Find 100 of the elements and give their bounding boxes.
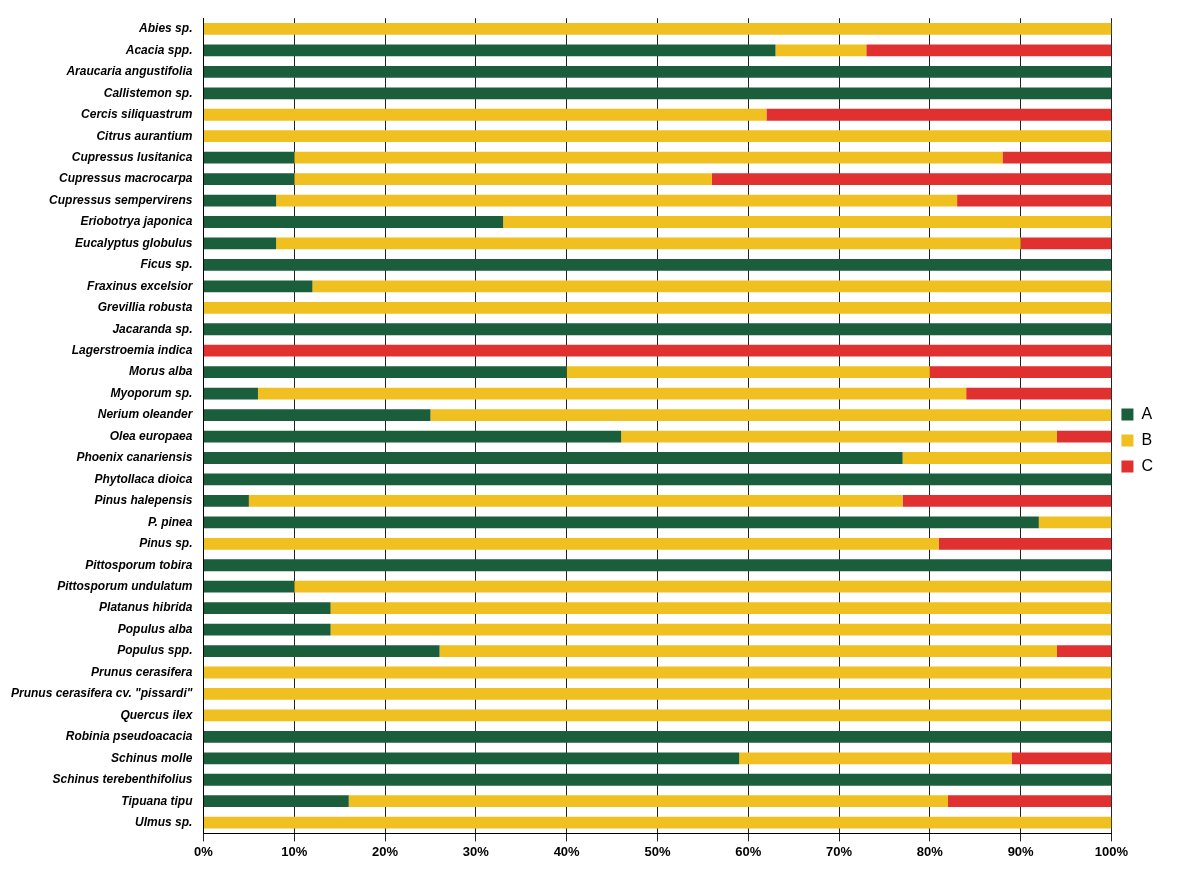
bar	[503, 216, 1112, 228]
bar	[203, 709, 1112, 722]
bar	[203, 623, 331, 636]
bar	[203, 516, 1039, 529]
bar	[203, 773, 1112, 786]
bar	[203, 216, 504, 228]
bar	[203, 44, 776, 57]
bar	[430, 409, 1112, 421]
bar	[902, 494, 1112, 507]
y-tick-label: Pittosporum undulatum	[57, 579, 193, 594]
y-tick-label: Pinus sp.	[139, 536, 193, 551]
x-tick-label: 60%	[735, 843, 762, 859]
y-tick-label: Quercus ilex	[120, 707, 194, 722]
bar	[248, 494, 903, 507]
x-tick-label: 20%	[372, 843, 399, 859]
bar	[203, 301, 1112, 314]
y-tick-label: Cupressus sempervirens	[49, 192, 193, 207]
y-tick-label: Phoenix canariensis	[76, 450, 193, 465]
bar	[203, 409, 431, 421]
bar	[294, 151, 1003, 164]
y-tick-label: P. pinea	[148, 514, 193, 529]
y-tick-label: Citrus aurantium	[96, 128, 193, 143]
bar	[203, 237, 277, 250]
y-tick-label: Platanus hibrida	[99, 600, 193, 615]
bar	[966, 387, 1112, 400]
y-tick-label: Jacaranda sp.	[112, 321, 193, 336]
y-tick-label: Tipuana tipu	[121, 793, 194, 808]
bar	[203, 537, 939, 550]
bar	[957, 194, 1112, 207]
bar	[203, 344, 1112, 357]
bar	[929, 366, 1112, 379]
bar	[203, 387, 258, 400]
y-tick-label: Robinia pseudoacacia	[65, 729, 193, 744]
y-tick-label: Ulmus sp.	[135, 814, 193, 829]
y-tick-label: Ficus sp.	[140, 257, 193, 272]
bar	[203, 65, 1112, 78]
y-tick-label: Morus alba	[129, 364, 193, 379]
y-tick-label: Schinus terebenthifolius	[52, 772, 193, 787]
bar	[1056, 645, 1112, 657]
bar	[312, 280, 1112, 293]
y-tick-label: Lagerstroemia indica	[71, 343, 193, 358]
y-tick-label: Abies sp.	[138, 21, 193, 36]
bar	[203, 473, 1112, 486]
y-tick-label: Fraxinus excelsior	[87, 278, 194, 293]
bar	[621, 430, 1057, 443]
y-tick-label: Cupressus macrocarpa	[59, 171, 193, 186]
legend-label: C	[1141, 456, 1154, 474]
bar	[203, 688, 1112, 700]
y-tick-label: Prunus cerasifera	[91, 664, 193, 679]
x-tick-label: 80%	[916, 843, 944, 859]
x-tick-label: 70%	[826, 843, 853, 859]
x-tick-label: 30%	[462, 843, 490, 859]
y-tick-label: Olea europaea	[109, 428, 193, 443]
bar	[294, 580, 1112, 593]
bar	[203, 259, 1112, 271]
y-tick-label: Cupressus lusitanica	[71, 149, 193, 164]
y-tick-label: Callistemon sp.	[103, 85, 193, 100]
bar	[203, 795, 349, 808]
y-tick-label: Populus alba	[117, 621, 193, 636]
bar	[203, 87, 1112, 100]
bar	[203, 323, 1112, 336]
bar	[203, 752, 740, 765]
bar	[1011, 752, 1112, 765]
bar	[711, 173, 1112, 185]
legend-label: B	[1141, 430, 1153, 448]
bar	[276, 237, 1021, 250]
y-tick-label: Nerium oleander	[97, 407, 194, 422]
bar	[1038, 516, 1112, 529]
y-tick-label: Schinus molle	[111, 750, 193, 765]
bar	[203, 645, 440, 657]
x-tick-label: 50%	[644, 843, 671, 859]
bar	[203, 730, 1112, 743]
x-tick-label: 40%	[553, 843, 581, 859]
bar	[1020, 237, 1112, 250]
bar	[203, 494, 249, 507]
bar	[294, 173, 712, 185]
x-tick-label: 0%	[194, 843, 214, 859]
bar	[203, 559, 1112, 572]
bar	[203, 280, 313, 293]
bar	[566, 366, 930, 379]
bar	[775, 44, 867, 57]
bar	[330, 623, 1112, 636]
y-tick-label: Acacia spp.	[124, 42, 193, 57]
bar	[866, 44, 1112, 57]
bar	[276, 194, 958, 207]
bar	[203, 430, 622, 443]
bar	[902, 452, 1112, 464]
bar	[203, 580, 295, 593]
bar	[203, 452, 903, 464]
bar	[739, 752, 1012, 765]
x-tick-label: 100%	[1094, 843, 1129, 859]
bar	[948, 795, 1112, 808]
bar	[203, 151, 295, 164]
y-tick-label: Pittosporum tobira	[85, 557, 193, 572]
y-tick-label: Populus spp.	[117, 643, 193, 658]
bar	[203, 23, 1112, 35]
bar	[203, 108, 767, 121]
bar	[348, 795, 949, 808]
bar	[203, 173, 295, 185]
bar	[203, 666, 1112, 679]
